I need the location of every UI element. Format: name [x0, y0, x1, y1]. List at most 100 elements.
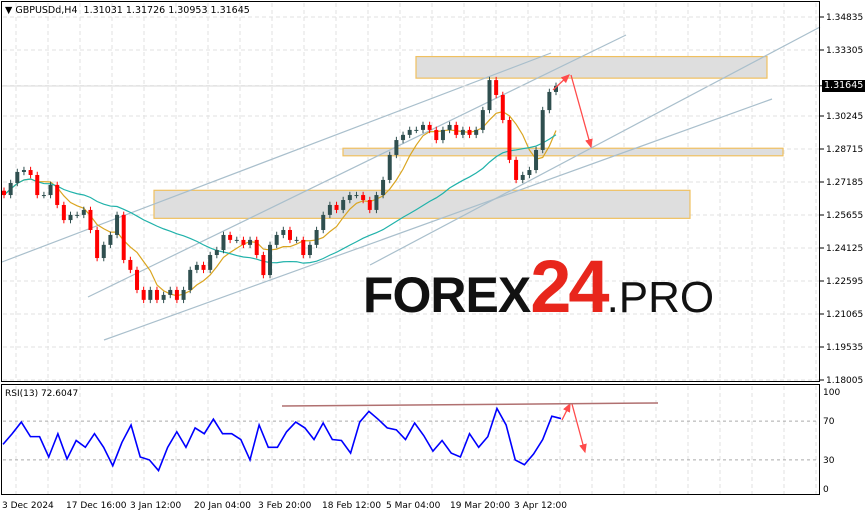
candle	[460, 126, 465, 139]
candle	[507, 116, 512, 164]
candle	[454, 121, 459, 139]
time-label: 17 Dec 16:00	[66, 501, 127, 511]
candle	[334, 201, 339, 214]
dropdown-triangle-icon[interactable]: ▼	[5, 5, 13, 16]
price-axis: 1.34835 1.33305 1.30245 1.28715 1.27185 1.256…	[820, 13, 863, 386]
candle	[181, 286, 186, 304]
logo-text-forex: FOREX	[363, 267, 531, 323]
symbol-label: GBPUSDd,H4	[15, 5, 78, 16]
forecast-arrow[interactable]	[552, 74, 570, 91]
candle-body	[334, 204, 339, 210]
candle-body	[527, 170, 532, 175]
slow-moving-average	[3, 134, 557, 264]
candle	[301, 236, 306, 259]
chart-header: ▼ GBPUSDd,H4 1.31031 1.31726 1.30953 1.3…	[5, 5, 250, 16]
time-label: 5 Mar 04:00	[386, 501, 441, 511]
price-tick-label: 1.21065	[826, 310, 863, 320]
candle-body	[341, 200, 346, 210]
candle-body	[174, 289, 179, 300]
candle	[321, 211, 326, 234]
candle	[294, 236, 299, 244]
candle	[101, 241, 106, 262]
price-zone[interactable]	[342, 147, 784, 157]
candle-body	[268, 244, 273, 276]
candle	[81, 206, 86, 219]
price-tick-label: 1.25655	[826, 211, 863, 221]
candle	[115, 211, 120, 239]
candle	[314, 226, 319, 249]
current-price-tag: 1.31645	[822, 80, 866, 92]
time-label: 20 Jan 04:00	[194, 501, 251, 511]
time-label: 3 Apr 12:00	[514, 501, 567, 511]
candle-body	[81, 209, 86, 215]
price-tick-label: 1.27185	[826, 178, 863, 188]
candle-body	[474, 129, 479, 135]
rsi-trendline[interactable]	[281, 402, 659, 407]
logo-text-pro: .PRO	[606, 273, 715, 322]
candle	[214, 246, 219, 259]
candle-body	[181, 289, 186, 300]
candle	[414, 126, 419, 134]
candle-body	[467, 129, 472, 135]
candle	[487, 76, 492, 114]
candle	[447, 121, 452, 134]
forecast-arrow[interactable]	[561, 402, 571, 421]
candle-body	[434, 129, 439, 141]
forecast-arrow[interactable]	[570, 74, 593, 149]
rsi-tick-label: 30	[823, 456, 835, 466]
candle	[55, 181, 60, 209]
candle	[534, 146, 539, 174]
candle	[75, 211, 80, 219]
candle	[268, 241, 273, 279]
candle-body	[55, 184, 60, 205]
candle-body	[367, 200, 372, 210]
candle-body	[354, 195, 359, 197]
candle-body	[374, 195, 379, 210]
candle	[15, 168, 20, 187]
time-label: 19 Mar 20:00	[450, 501, 511, 511]
candle	[547, 88, 552, 114]
candle	[281, 226, 286, 239]
price-tick-label: 1.28715	[826, 145, 863, 155]
channel-line[interactable]	[369, 26, 821, 266]
candle	[401, 131, 406, 144]
price-zone[interactable]	[153, 189, 691, 219]
candle-body	[494, 80, 499, 95]
candle-body	[440, 129, 445, 141]
candle	[274, 231, 279, 249]
candle-body	[28, 170, 33, 175]
candle	[381, 176, 386, 199]
channel-line[interactable]	[87, 34, 627, 298]
candle	[221, 231, 226, 254]
channel-line[interactable]	[1, 52, 552, 263]
candle-body	[115, 214, 120, 235]
logo-text-24: 24	[530, 245, 609, 328]
candle	[168, 286, 173, 299]
candle	[121, 211, 126, 264]
candle-body	[75, 214, 80, 216]
candle-body	[447, 124, 452, 130]
candle-body	[128, 259, 133, 270]
candle-body	[2, 190, 6, 196]
channel-line[interactable]	[103, 98, 773, 341]
candle	[261, 251, 266, 279]
candle	[434, 126, 439, 144]
candle-body	[487, 80, 492, 111]
forecast-arrow[interactable]	[571, 403, 587, 454]
candle	[48, 181, 53, 199]
open-value: 1.31031	[83, 5, 123, 16]
price-zone[interactable]	[415, 55, 768, 79]
time-label: 3 Jan 12:00	[130, 501, 182, 511]
candle	[514, 156, 519, 184]
candle	[420, 121, 425, 134]
candle-body	[420, 124, 425, 130]
candle-body	[8, 182, 13, 196]
price-tick-label: 1.22595	[826, 277, 863, 287]
candle-body	[41, 195, 46, 197]
candle-body	[68, 214, 73, 221]
time-label: 3 Feb 20:00	[258, 501, 312, 511]
candle	[520, 171, 525, 184]
candle	[474, 126, 479, 139]
candle	[427, 121, 432, 134]
